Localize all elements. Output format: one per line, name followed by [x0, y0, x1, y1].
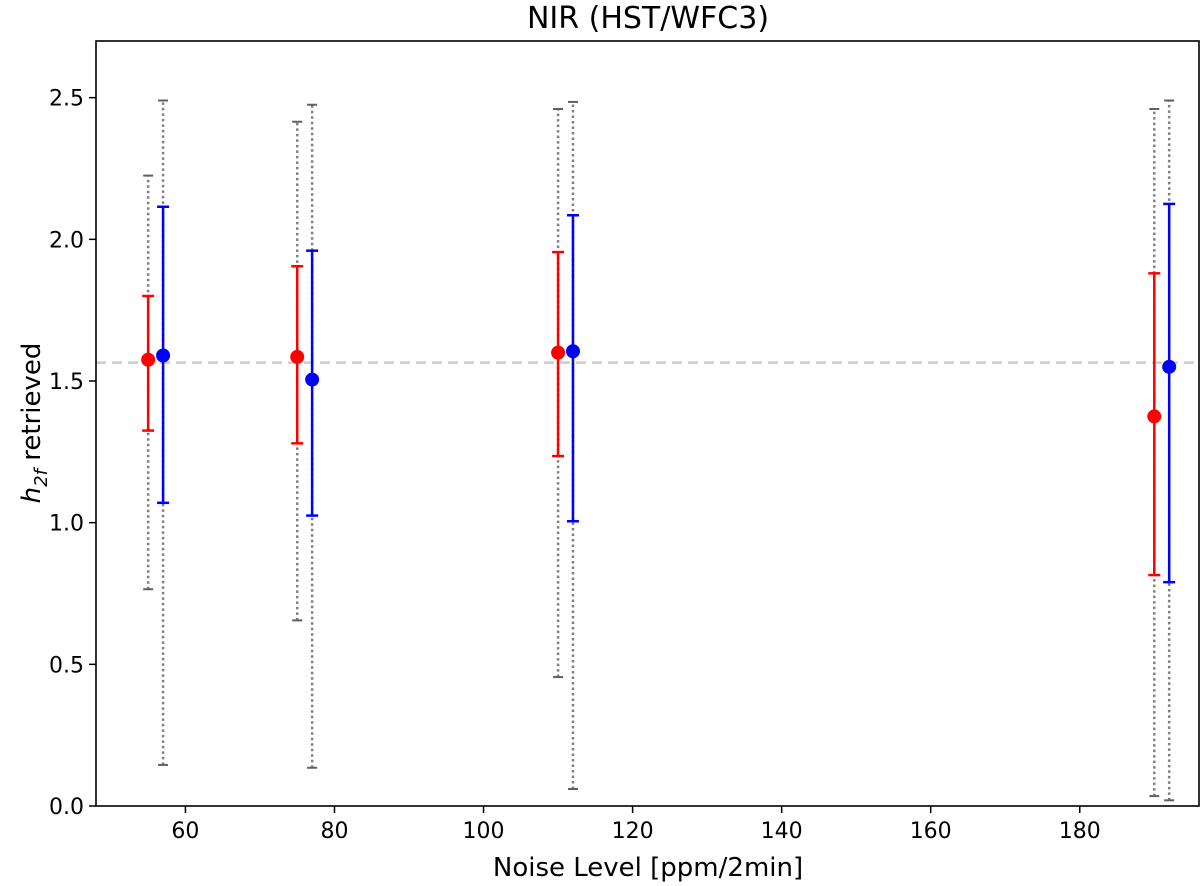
series-0 [141, 250, 1162, 577]
y-axis-label: h2f retrieved [17, 343, 52, 504]
y-tick-label: 0.0 [49, 795, 84, 820]
data-point-marker [141, 352, 156, 367]
data-point-marker [551, 345, 566, 360]
x-tick-label: 180 [1059, 819, 1101, 844]
chart-title: NIR (HST/WFC3) [527, 1, 769, 36]
prior-range [143, 174, 154, 591]
error-bar-point [1147, 272, 1162, 577]
data-point-marker [290, 349, 305, 364]
x-tick-label: 60 [171, 819, 199, 844]
y-axis-label-text: retrieved [17, 343, 47, 469]
y-tick-label: 2.5 [49, 87, 84, 112]
x-axis-label: Noise Level [ppm/2min] [493, 853, 803, 883]
x-tick-label: 120 [612, 819, 654, 844]
series-1 [156, 202, 1177, 584]
y-axis-label-subscript: 2f [31, 466, 52, 486]
x-tick-label: 100 [463, 819, 505, 844]
plot-area [96, 99, 1199, 802]
prior-range [553, 108, 564, 679]
error-bar-point [290, 265, 305, 445]
data-point-marker [1147, 409, 1162, 424]
axes-frame [95, 40, 1200, 807]
x-tick-label: 80 [320, 819, 348, 844]
y-tick-label: 2.0 [49, 228, 84, 253]
y-tick-label: 1.5 [49, 370, 84, 395]
error-bar-point [551, 250, 566, 458]
data-point-marker [156, 348, 171, 363]
x-axis: 60 80 100 120 140 160 180 [171, 806, 1101, 844]
error-bar-point [305, 249, 320, 517]
error-bar-point [565, 214, 580, 523]
error-bar-point [141, 294, 156, 432]
y-tick-label: 1.0 [49, 512, 84, 537]
y-axis: 0.0 0.5 1.0 1.5 2.0 2.5 [49, 87, 96, 820]
data-point-marker [565, 344, 580, 359]
x-tick-label: 140 [761, 819, 803, 844]
error-bar-point [1162, 202, 1177, 584]
prior-range [1149, 108, 1160, 798]
data-point-marker [305, 372, 320, 387]
error-bar-point [156, 205, 171, 505]
data-point-marker [1162, 359, 1177, 374]
y-axis-label-symbol: h [17, 487, 47, 503]
y-tick-label: 0.5 [49, 653, 84, 678]
x-tick-label: 160 [910, 819, 952, 844]
